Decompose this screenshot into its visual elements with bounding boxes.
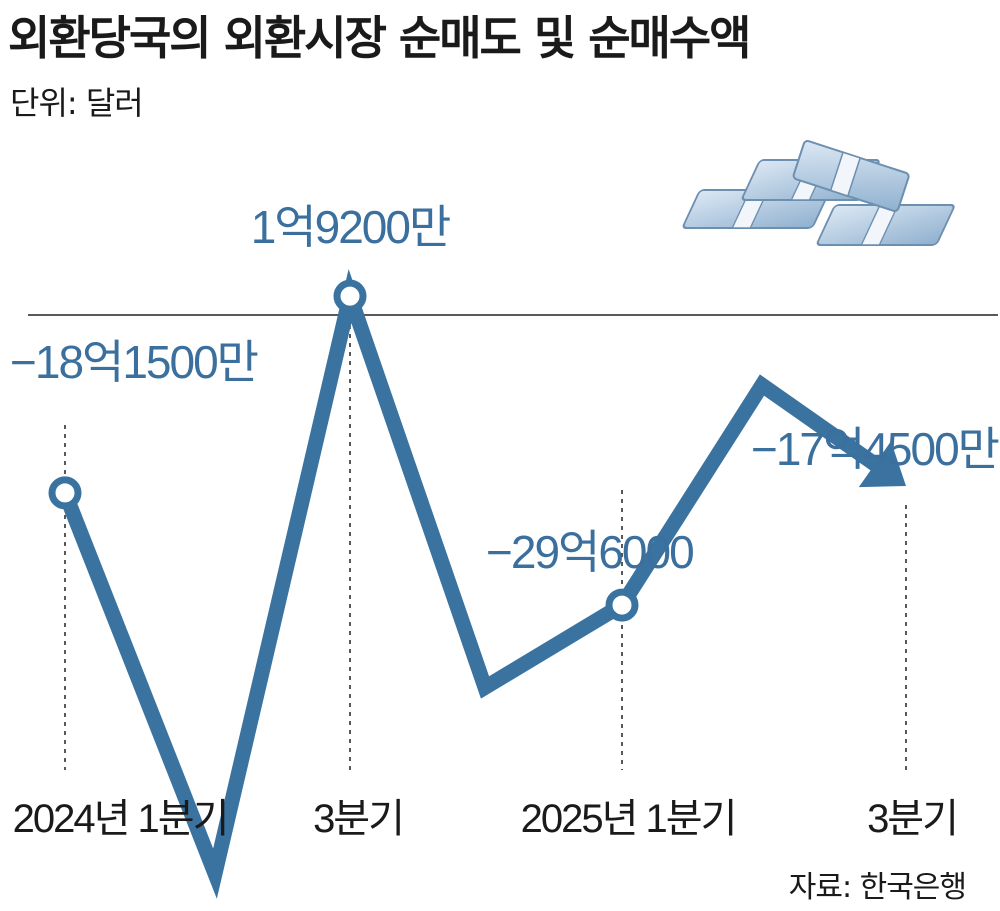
data-label: −18억1500만 xyxy=(10,336,258,388)
data-point-marker xyxy=(605,588,639,622)
x-tick-label: 3분기 xyxy=(867,797,957,841)
x-tick-label: 2025년 1분기 xyxy=(521,797,736,841)
data-point-marker xyxy=(48,476,82,510)
chart-title: 외환당국의 외환시장 순매도 및 순매수액 xyxy=(8,11,751,65)
unit-label: 단위: 달러 xyxy=(10,84,144,122)
source-note: 자료: 한국은행 xyxy=(788,870,967,905)
series-line xyxy=(58,269,886,899)
x-tick-label: 2024년 1분기 xyxy=(13,797,228,841)
x-tick-label: 3분기 xyxy=(313,797,403,841)
money-bundles-icon xyxy=(682,140,955,246)
data-label: 1억9200만 xyxy=(251,201,450,253)
arrow-head xyxy=(858,441,906,488)
data-label: −17억4500만 xyxy=(751,423,999,475)
data-point-marker xyxy=(333,279,367,313)
data-label: −29억6000 xyxy=(486,526,693,578)
